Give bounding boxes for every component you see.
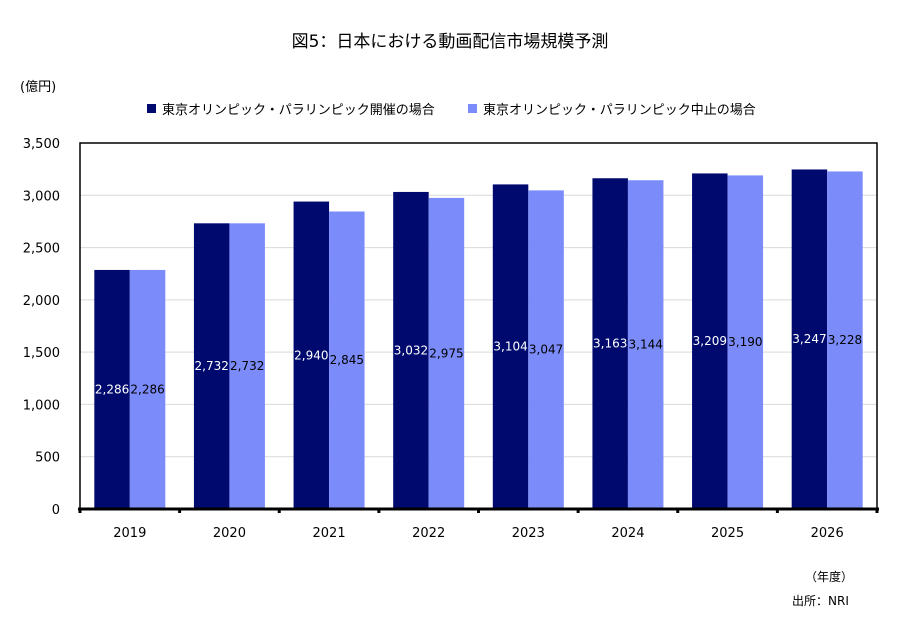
data-label: 2,286 — [130, 382, 164, 396]
bar-held-2024 — [592, 178, 628, 509]
x-tick-label: 2020 — [213, 526, 246, 541]
x-tick-label: 2022 — [412, 526, 445, 541]
data-label: 2,975 — [429, 346, 463, 360]
x-tick-label: 2025 — [711, 526, 744, 541]
data-label: 3,247 — [792, 332, 826, 346]
bar-held-2019 — [94, 269, 130, 509]
x-tick-label: 2024 — [611, 526, 644, 541]
data-label: 3,190 — [728, 335, 762, 349]
bar-cancelled-2022 — [428, 197, 465, 509]
bar-cancelled-2023 — [528, 190, 564, 509]
data-label: 3,163 — [593, 337, 627, 351]
bar-cancelled-2025 — [727, 175, 764, 509]
chart-title: 図5：日本における動画配信市場規模予測 — [291, 32, 609, 52]
y-tick-label: 1,000 — [23, 398, 60, 413]
y-tick-label: 3,500 — [23, 137, 60, 152]
x-tick-label: 2019 — [113, 526, 146, 541]
bar-held-2020 — [193, 223, 230, 509]
y-tick-label: 2,000 — [23, 294, 60, 309]
y-tick-label: 500 — [35, 451, 60, 466]
bar-held-2023 — [492, 184, 529, 509]
data-label: 3,104 — [493, 340, 527, 354]
bar-cancelled-2020 — [229, 223, 265, 509]
data-label: 3,228 — [828, 333, 862, 347]
data-label: 2,940 — [294, 348, 328, 362]
bar-cancelled-2021 — [329, 211, 365, 509]
legend-swatch-held — [147, 104, 156, 113]
data-label: 2,845 — [330, 353, 364, 367]
data-label: 3,209 — [693, 334, 727, 348]
data-label: 2,286 — [95, 382, 129, 396]
y-tick-label: 1,500 — [23, 346, 60, 361]
y-tick-label: 3,000 — [23, 189, 60, 204]
y-tick-label: 0 — [52, 503, 60, 518]
data-label: 2,732 — [195, 359, 229, 373]
y-axis-unit-label: (億円) — [20, 80, 57, 95]
y-tick-label: 2,500 — [23, 242, 60, 257]
data-label: 3,144 — [629, 338, 663, 352]
bar-held-2022 — [393, 191, 429, 509]
bar-held-2026 — [791, 169, 828, 509]
bar-cancelled-2024 — [627, 180, 664, 510]
data-label: 3,047 — [529, 343, 563, 357]
x-axis-unit-label: （年度） — [805, 570, 854, 584]
x-tick-label: 2026 — [811, 526, 844, 541]
bar-cancelled-2019 — [129, 269, 166, 509]
x-tick-label: 2023 — [512, 526, 545, 541]
x-tick-label: 2021 — [313, 526, 346, 541]
chart-legend: 東京オリンピック・パラリンピック開催の場合 東京オリンピック・パラリンピック中止… — [0, 99, 900, 119]
legend-label-cancelled: 東京オリンピック・パラリンピック中止の場合 — [483, 103, 756, 118]
source-note: 出所：NRI — [792, 594, 849, 608]
legend-item-cancelled: 東京オリンピック・パラリンピック中止の場合 — [468, 99, 756, 118]
legend-label-held: 東京オリンピック・パラリンピック開催の場合 — [162, 103, 435, 118]
data-label: 3,032 — [394, 343, 428, 357]
data-label: 2,732 — [230, 359, 264, 373]
bar-held-2021 — [293, 201, 330, 509]
legend-item-held: 東京オリンピック・パラリンピック開催の場合 — [147, 99, 435, 118]
legend-swatch-cancelled — [468, 104, 477, 113]
bar-held-2025 — [692, 173, 728, 509]
bar-cancelled-2026 — [827, 171, 863, 510]
